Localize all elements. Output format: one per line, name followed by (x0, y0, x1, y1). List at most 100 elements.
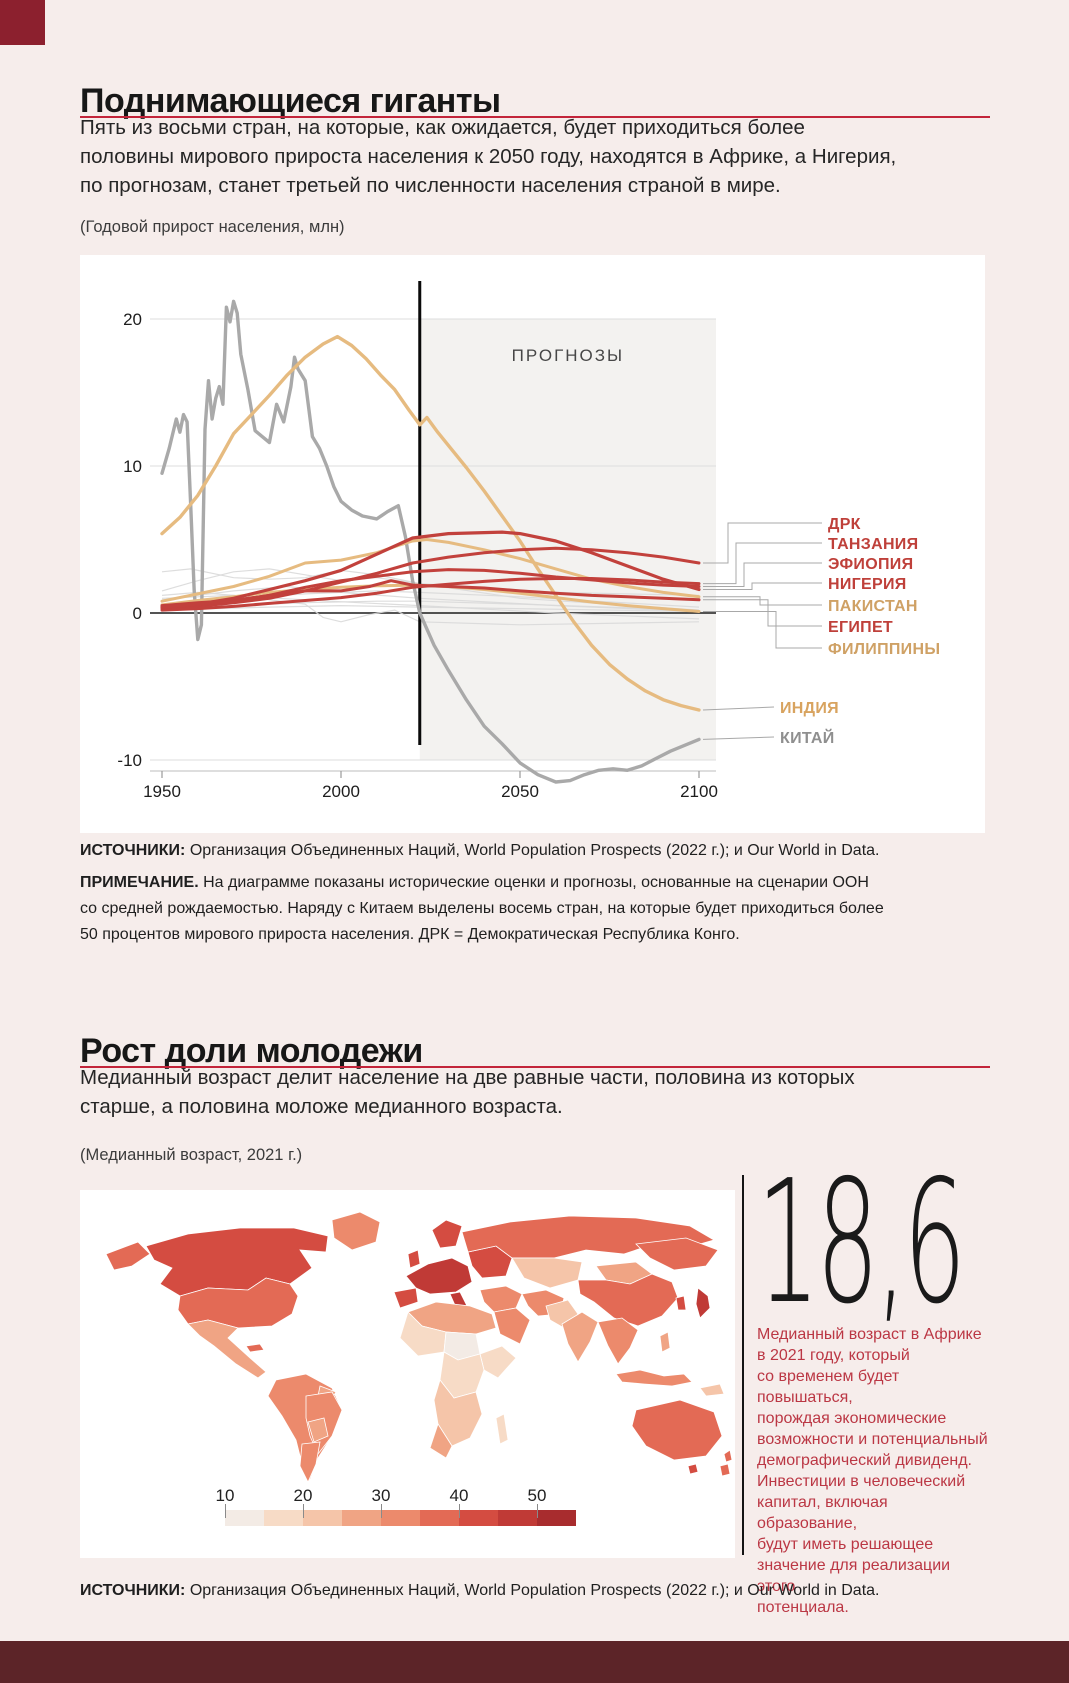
legend-tick-label-40: 40 (449, 1486, 469, 1505)
legend-tick-label-50: 50 (527, 1486, 547, 1505)
sources-2: ИСТОЧНИКИ: Организация Объединенных Наци… (80, 1578, 1000, 1604)
series-label-philippines: ФИЛИППИНЫ (828, 641, 940, 658)
map-legend: 10 20 30 40 50 (216, 1486, 617, 1538)
series-line-tanzania (160, 577, 701, 612)
map-region-arabian-peninsula (493, 1307, 531, 1345)
note-1-label: ПРИМЕЧАНИЕ. (80, 874, 199, 891)
series-line-drc (160, 546, 701, 611)
map-region-canada (145, 1227, 329, 1297)
sources-1: ИСТОЧНИКИ: Организация Объединенных Наци… (80, 838, 1000, 864)
x-tick-label: 1950 (143, 782, 181, 801)
label-leader-india (702, 706, 775, 711)
series-label-tanzania: ТАНЗАНИЯ (828, 536, 918, 553)
map-region-western-europe (405, 1257, 473, 1295)
legend-cell-4 (342, 1510, 381, 1526)
sources-2-label: ИСТОЧНИКИ: (80, 1582, 186, 1599)
map-panel: 10 20 30 40 50 (80, 1190, 735, 1558)
note-1: ПРИМЕЧАНИЕ. На диаграмме показаны истори… (80, 870, 1000, 948)
map-region-india (561, 1311, 599, 1363)
y-tick-label: 0 (133, 604, 142, 623)
label-leader-tanzania (703, 542, 822, 585)
map-region-south-africa (429, 1423, 453, 1459)
label-leader-pakistan (703, 596, 822, 606)
stat-text: Медианный возраст в Африке в 2021 году, … (757, 1325, 988, 1616)
section1-title: Поднимающиеся гиганты (80, 81, 501, 120)
map-region-uk (407, 1249, 421, 1269)
legend-tick-label-20: 20 (293, 1486, 313, 1505)
title-rule-1 (80, 116, 990, 118)
map-region-russia-far-east (635, 1237, 719, 1271)
background-country-line-8 (161, 585, 700, 613)
legend-cell-7 (459, 1510, 498, 1526)
big-number: 18,6 (757, 1144, 966, 1342)
y-tick-label: 10 (123, 457, 142, 476)
map-region-southern-africa (433, 1379, 483, 1447)
title-rule-2 (80, 1066, 990, 1068)
map-region-papua-new-guinea (699, 1383, 725, 1397)
map-region-korea (675, 1295, 687, 1311)
background-country-line-1 (161, 568, 700, 611)
legend-cell-2 (264, 1510, 303, 1526)
sources-2-text: Организация Объединенных Наций, World Po… (189, 1582, 880, 1599)
label-leader-ethiopia (703, 562, 822, 587)
map-region-japan (695, 1287, 711, 1319)
label-leader-china (702, 736, 775, 740)
section1-lede: Пять из восьми стран, на которые, как ож… (80, 116, 897, 197)
map-region-philippines (659, 1331, 671, 1353)
series-label-india: ИНДИЯ (780, 700, 839, 717)
series-label-drc: ДРК (828, 516, 861, 533)
legend-cell-3 (303, 1510, 342, 1526)
series-label-ethiopia: ЭФИОПИЯ (828, 556, 913, 573)
sources-1-text: Организация Объединенных Наций, World Po… (189, 842, 880, 859)
map-region-new-zealand (719, 1449, 733, 1477)
label-leader-philippines (703, 611, 822, 649)
line-chart-panel: 20 10 0 -10 1950 2000 2050 2100 ПРОГНОЗЫ ДРК ТАНЗА… (80, 255, 985, 833)
legend-tick-mark (303, 1504, 304, 1518)
map-region-southeast-asia (597, 1317, 639, 1365)
forecast-region (419, 319, 716, 760)
map-region-iberia (393, 1287, 419, 1309)
legend-cell-9 (537, 1510, 576, 1526)
map-region-caribbean (245, 1343, 265, 1353)
legend-tick-label-10: 10 (215, 1486, 235, 1505)
map-region-east-africa (479, 1345, 517, 1379)
world-map (105, 1211, 733, 1483)
map-region-scandinavia (431, 1219, 463, 1249)
legend-cell-8 (498, 1510, 537, 1526)
forecast-label: ПРОГНОЗЫ (512, 346, 624, 365)
label-leader-egypt (703, 599, 822, 627)
map-region-kazakhstan-central-asia (511, 1257, 583, 1289)
section2-unit-note: (Медианный возраст, 2021 г.) (80, 1146, 303, 1164)
label-leader-drc (703, 522, 822, 564)
series-line-china (160, 299, 701, 784)
x-tick-label: 2100 (680, 782, 718, 801)
corner-accent-square (0, 0, 45, 45)
map-region-mexico (187, 1319, 267, 1379)
legend-cell-5 (381, 1510, 420, 1526)
series-label-china: КИТАЙ (780, 728, 835, 747)
y-tick-label: 20 (123, 310, 142, 329)
footer-bar (0, 1641, 1069, 1683)
legend-tick-label-30: 30 (371, 1486, 391, 1505)
x-tick-label: 2000 (322, 782, 360, 801)
section1-unit-note: (Годовой прирост населения, млн) (80, 218, 345, 236)
map-region-bolivia-paraguay (307, 1417, 329, 1443)
stat-column: 18,6 Медианный возраст в Африке в 2021 г… (742, 1144, 990, 1616)
label-leader-nigeria (703, 582, 822, 590)
map-region-australia (631, 1399, 723, 1461)
background-country-line-7 (161, 604, 700, 613)
section2-lede: Медианный возраст делит население на две… (80, 1066, 855, 1118)
map-region-argentina-chile (299, 1441, 321, 1483)
map-region-china (577, 1273, 679, 1327)
legend-color-ramp (225, 1510, 576, 1526)
y-tick-label: -10 (117, 751, 142, 770)
series-line-nigeria (160, 530, 701, 609)
legend-tick-mark (225, 1504, 226, 1518)
sources-1-label: ИСТОЧНИКИ: (80, 842, 186, 859)
map-region-madagascar (495, 1413, 509, 1445)
note-1-text: На диаграмме показаны исторические оценк… (80, 874, 884, 943)
series-line-ethiopia (160, 568, 701, 609)
x-tick-label: 2050 (501, 782, 539, 801)
section2-title: Рост доли молодежи (80, 1031, 423, 1070)
